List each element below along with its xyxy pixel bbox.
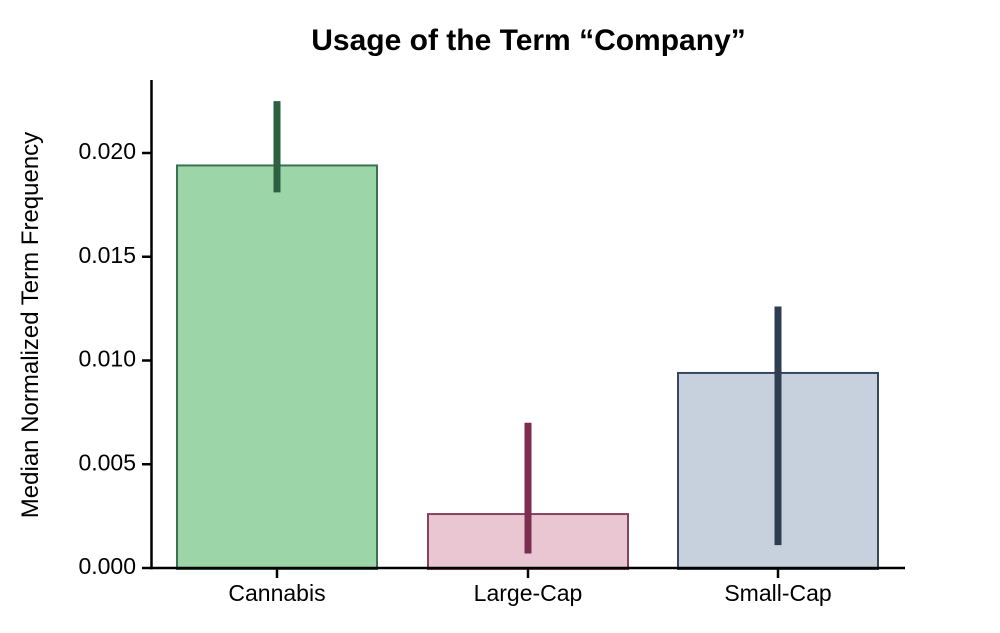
y-tick-label: 0.010	[78, 346, 136, 372]
x-tick-label: Large-Cap	[474, 580, 583, 606]
x-tick-label: Cannabis	[228, 580, 325, 606]
y-tick-label: 0.015	[78, 242, 136, 268]
x-tick-label: Small-Cap	[724, 580, 831, 606]
y-tick-label: 0.020	[78, 138, 136, 164]
bar-cannabis	[176, 164, 378, 570]
y-tick-label: 0.000	[78, 553, 136, 579]
chart-title: Usage of the Term “Company”	[311, 24, 746, 57]
y-tick-label: 0.005	[78, 449, 136, 475]
